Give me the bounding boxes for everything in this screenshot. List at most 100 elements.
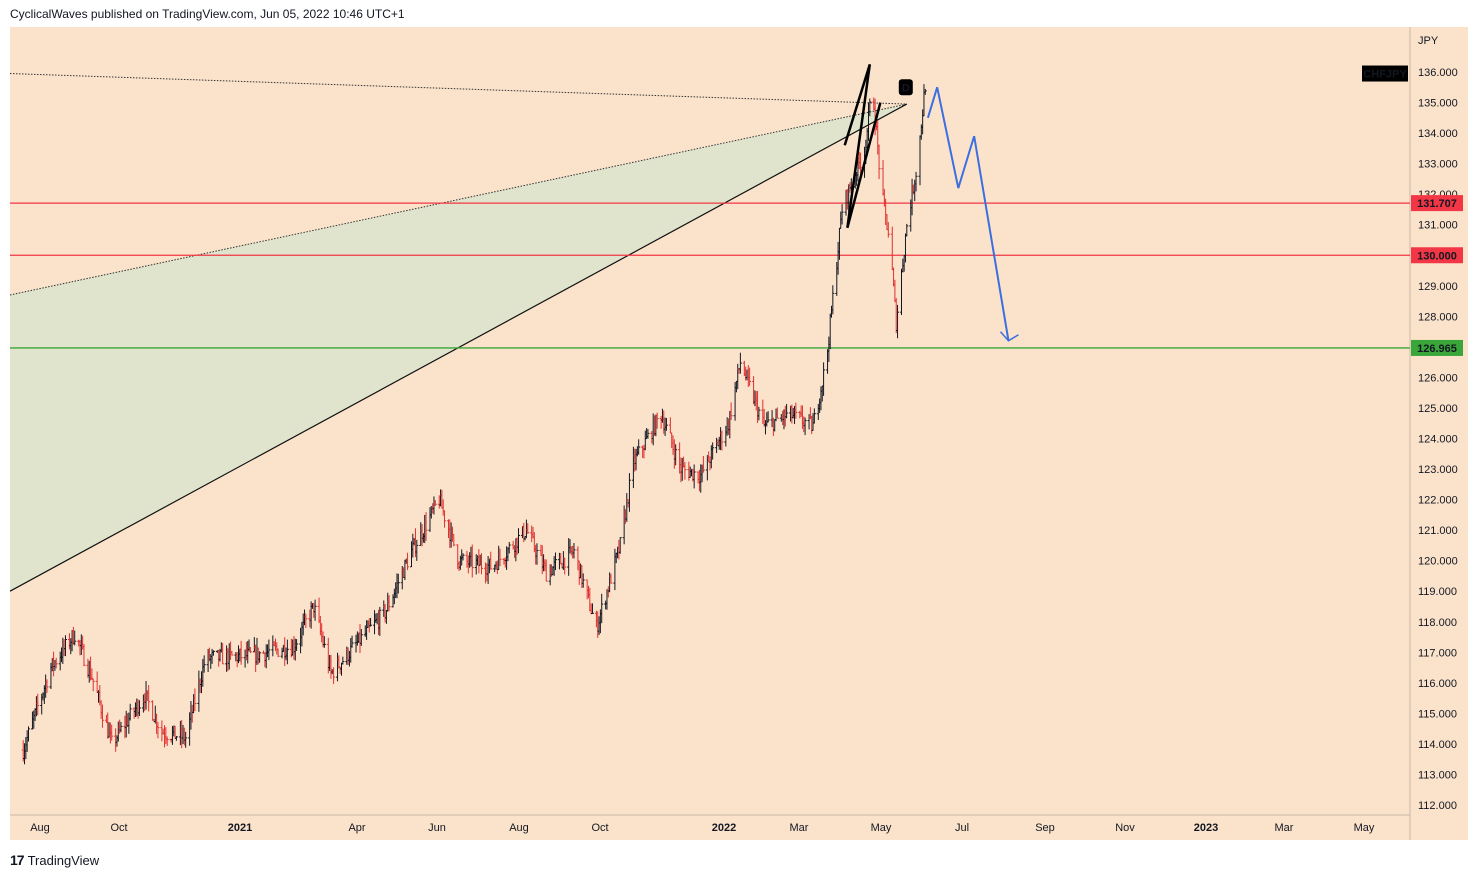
candle <box>757 406 761 421</box>
candle <box>923 88 927 95</box>
candle <box>443 510 447 528</box>
candle <box>886 222 890 238</box>
price-tick-label: 126.000 <box>1418 372 1458 384</box>
time-axis-background <box>10 815 1410 840</box>
candle <box>563 557 567 575</box>
projection-path <box>926 86 1019 342</box>
candle <box>905 223 909 237</box>
candle <box>202 655 206 673</box>
candle <box>230 650 234 656</box>
candle <box>396 573 400 594</box>
candle <box>73 630 77 646</box>
publish-header: CyclicalWaves published on TradingView.c… <box>10 7 405 21</box>
candle <box>498 548 502 567</box>
time-tick-label: Apr <box>348 822 365 834</box>
candle <box>711 442 715 460</box>
top-dotted-line <box>9 73 907 105</box>
candle-series <box>21 84 927 765</box>
candle <box>100 704 104 728</box>
candle <box>812 408 816 424</box>
candle <box>840 204 844 225</box>
candle <box>877 144 881 180</box>
time-tick-label: Aug <box>30 822 50 834</box>
candle <box>729 402 733 421</box>
candle <box>637 439 641 455</box>
level-badge-label: 130.000 <box>1417 250 1457 262</box>
time-tick-label: Sep <box>1035 822 1055 834</box>
price-tick-label: 117.000 <box>1418 647 1457 659</box>
candle <box>507 541 511 554</box>
candle <box>433 500 437 507</box>
footer-brand[interactable]: TradingView <box>27 852 100 868</box>
level-badge-1 <box>1411 247 1463 264</box>
price-tick-label: 134.000 <box>1418 128 1458 140</box>
currency-label: JPY <box>1418 35 1439 47</box>
price-tick-label: 121.000 <box>1418 525 1458 537</box>
time-tick-label: May <box>1354 822 1375 834</box>
projection-line <box>926 86 1010 341</box>
price-tick-label: 135.000 <box>1418 98 1458 110</box>
candle <box>452 533 456 547</box>
candle <box>600 593 604 624</box>
projection-arrowhead <box>999 331 1019 342</box>
candle <box>896 304 900 339</box>
price-tick-label: 129.000 <box>1418 281 1458 293</box>
candle <box>406 552 410 571</box>
candle <box>748 367 752 386</box>
candle <box>701 456 705 473</box>
price-tick-label: 131.000 <box>1418 220 1458 232</box>
time-tick-label: Oct <box>110 822 127 834</box>
candle <box>313 599 317 621</box>
candle <box>110 724 114 741</box>
candle <box>803 417 807 436</box>
candle <box>184 731 188 748</box>
candle <box>868 98 872 117</box>
candle <box>359 628 363 646</box>
price-tick-label: 122.000 <box>1418 495 1458 507</box>
time-tick-label: Nov <box>1115 822 1135 834</box>
price-axis[interactable]: JPY136.000135.000134.000133.000132.00013… <box>1362 35 1463 812</box>
candle <box>516 528 520 554</box>
pattern-marker-badge <box>898 79 913 96</box>
price-tick-label: 124.000 <box>1418 434 1458 446</box>
candle <box>646 429 650 439</box>
candle <box>193 688 197 712</box>
time-tick-label: 2023 <box>1194 822 1218 834</box>
candle <box>165 736 169 746</box>
candle <box>248 646 252 654</box>
candle <box>544 559 548 582</box>
candle <box>45 679 49 693</box>
candle <box>590 603 594 614</box>
pattern-lines <box>843 63 882 229</box>
candle <box>775 407 779 419</box>
candle <box>480 553 484 575</box>
footer: 17 TradingView <box>10 850 99 870</box>
time-axis[interactable]: Aug Oct 2021 Apr Jun Aug Oct 2022 Mar May Jul Sep No… <box>30 822 1375 834</box>
candle <box>322 636 326 648</box>
candle <box>720 430 724 451</box>
tradingview-logo-icon[interactable]: 17 <box>10 852 25 868</box>
candle <box>692 464 696 489</box>
candle <box>415 539 419 561</box>
price-tick-label: 120.000 <box>1418 556 1458 568</box>
candle <box>128 703 132 721</box>
candle <box>119 721 123 733</box>
candle <box>63 635 67 657</box>
candle <box>470 544 474 578</box>
axis-background <box>1410 27 1468 840</box>
candle <box>535 543 539 565</box>
candle <box>424 512 428 541</box>
price-tick-label: 123.000 <box>1418 464 1458 476</box>
candle <box>295 639 299 652</box>
candle <box>211 650 215 656</box>
price-tick-label: 113.000 <box>1418 769 1457 781</box>
price-tick-label: 114.000 <box>1418 739 1457 751</box>
time-tick-label: 2022 <box>712 822 736 834</box>
time-tick-label: Aug <box>509 822 529 834</box>
candle <box>794 402 798 419</box>
candle <box>137 700 141 717</box>
time-tick-label: Mar <box>1275 822 1294 834</box>
price-tick-label: 125.000 <box>1418 403 1458 415</box>
candle <box>221 643 225 665</box>
